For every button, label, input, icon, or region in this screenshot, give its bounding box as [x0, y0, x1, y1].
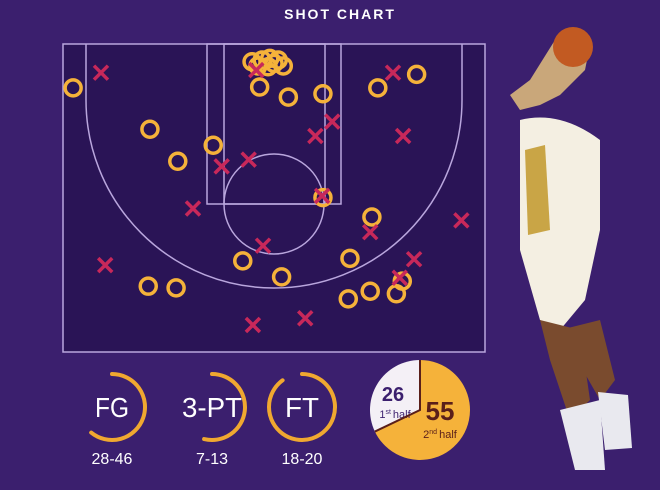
- made-shot-marker: [233, 251, 253, 271]
- made-shot-marker: [278, 87, 299, 107]
- stat-fg-ring: FG 28-46: [89, 372, 147, 468]
- made-shot-marker: [138, 276, 158, 296]
- missed-shot-marker: [405, 250, 423, 268]
- stat-progress-arc: [89, 372, 147, 442]
- stat-ft-ring: FT 18-20: [267, 372, 337, 468]
- missed-shot-marker: [254, 237, 272, 254]
- halves-pie-chart: 26 1st half 55 2nd half: [370, 360, 470, 460]
- three-point-line: [85, 44, 463, 289]
- made-shot-marker: [313, 84, 333, 104]
- first-half-points: 26: [382, 384, 404, 406]
- made-shot-marker: [360, 281, 380, 301]
- missed-shot-marker: [240, 151, 257, 168]
- pie-slice-second-half: [374, 360, 470, 460]
- made-shot-marker: [362, 207, 382, 227]
- stat-value: 18-20: [282, 451, 323, 468]
- pie-slice-first-half: [370, 360, 420, 432]
- missed-shot-marker: [384, 64, 402, 81]
- missed-shot-marker: [92, 64, 110, 81]
- missed-shot-marker: [453, 212, 470, 229]
- missed-shot-marker: [244, 316, 262, 334]
- made-shot-marker: [406, 64, 427, 85]
- missed-shot-marker: [307, 127, 324, 145]
- missed-shot-marker: [394, 127, 412, 145]
- court-boundary: [62, 43, 486, 353]
- missed-shot-marker: [184, 200, 202, 217]
- missed-shot-marker: [361, 223, 379, 241]
- stat-value: 7-13: [196, 451, 228, 468]
- stat-label: FG: [95, 392, 129, 423]
- made-shot-marker: [249, 77, 270, 97]
- missed-shot-marker: [296, 310, 314, 327]
- stat-value: 28-46: [92, 451, 133, 468]
- missed-shot-marker: [391, 269, 408, 286]
- second-half-label: 2nd half: [423, 429, 458, 441]
- made-shot-marker: [63, 78, 83, 98]
- made-shot-marker: [166, 278, 186, 298]
- stat-label: FT: [285, 392, 319, 423]
- made-shot-marker: [338, 289, 359, 309]
- made-shot-marker: [313, 187, 333, 208]
- made-shot-marker: [140, 119, 160, 139]
- player-photo: [510, 27, 632, 470]
- made-shot-marker: [260, 48, 280, 69]
- second-half-points: 55: [426, 396, 455, 426]
- basketball-icon: [553, 27, 593, 67]
- court: [62, 43, 486, 353]
- made-shot-marker: [203, 135, 223, 156]
- missed-shot-marker: [313, 187, 331, 205]
- stat-3pt-ring: 3-PT 7-13: [182, 372, 247, 468]
- stat-label: 3-PT: [182, 392, 242, 423]
- made-shot-marker: [340, 248, 360, 269]
- missed-shot-marker: [96, 256, 114, 274]
- made-shot-marker: [168, 151, 188, 172]
- missed-shot-marker: [323, 113, 341, 130]
- first-half-label: 1st half: [379, 409, 411, 421]
- missed-shot-marker: [213, 158, 230, 175]
- made-shot-marker: [271, 267, 292, 287]
- lane-inner: [223, 43, 326, 205]
- stat-progress-arc: [202, 372, 247, 442]
- stat-progress-arc: [267, 372, 337, 442]
- made-shot-marker: [368, 78, 388, 98]
- chart-title: SHOT CHART: [284, 6, 396, 22]
- missed-shot-marker: [248, 61, 265, 79]
